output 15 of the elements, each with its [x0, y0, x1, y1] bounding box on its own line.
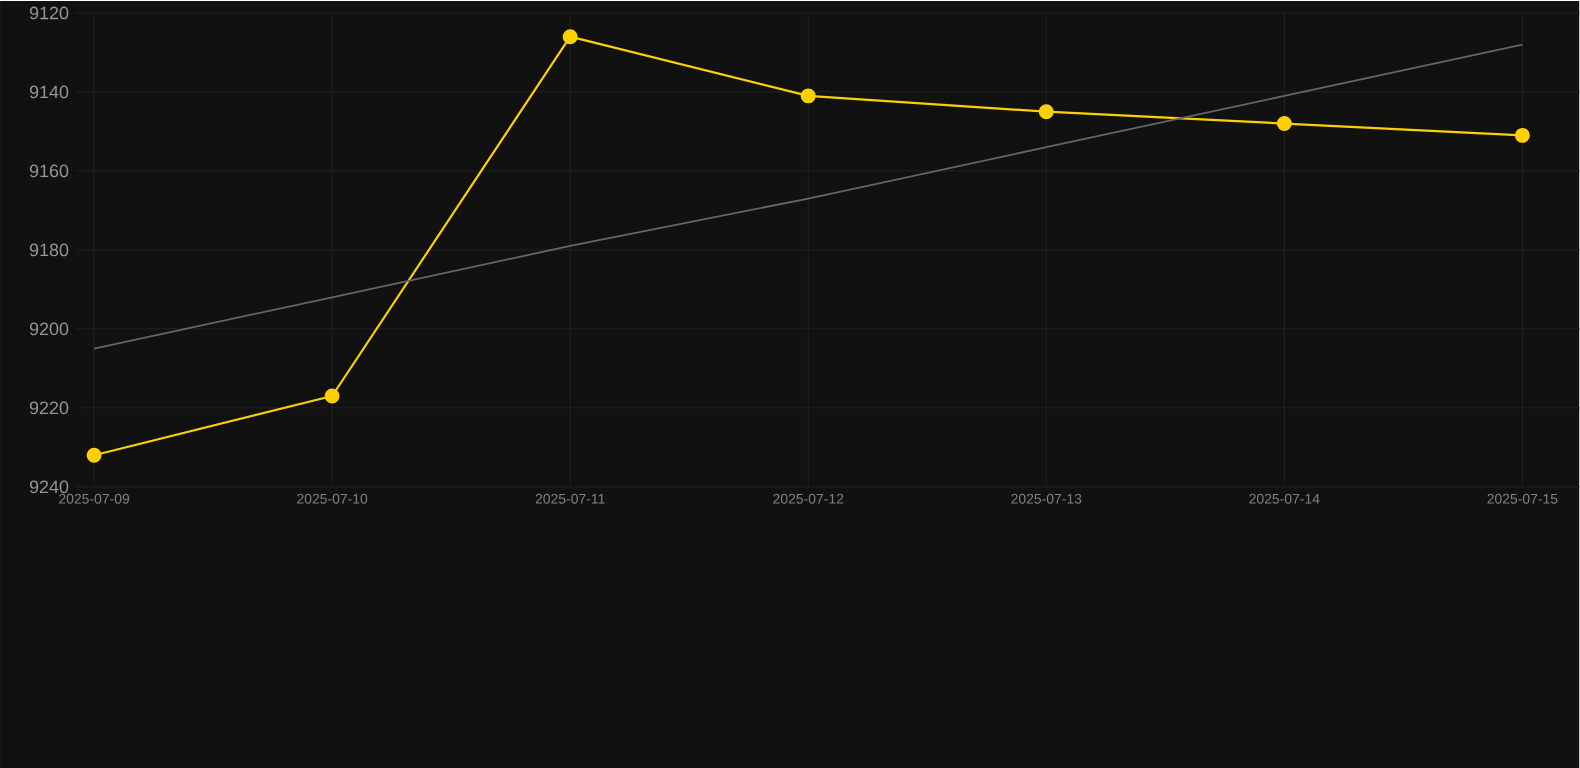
y-tick-label: 9140 [29, 85, 69, 98]
y-tick-label: 9240 [29, 480, 69, 493]
point [1038, 103, 1054, 119]
point [86, 447, 102, 463]
y-tick-label: 9200 [29, 322, 69, 335]
line-series [93, 43, 1524, 350]
point [1276, 115, 1292, 131]
point [1514, 127, 1530, 143]
y-tick-label: 9160 [29, 164, 69, 177]
point [562, 28, 578, 44]
y-tick-label: 9220 [29, 401, 69, 414]
point [800, 88, 816, 104]
point [324, 388, 340, 404]
y-tick-label: 9120 [29, 6, 69, 19]
y-tick-label: 9180 [29, 243, 69, 256]
